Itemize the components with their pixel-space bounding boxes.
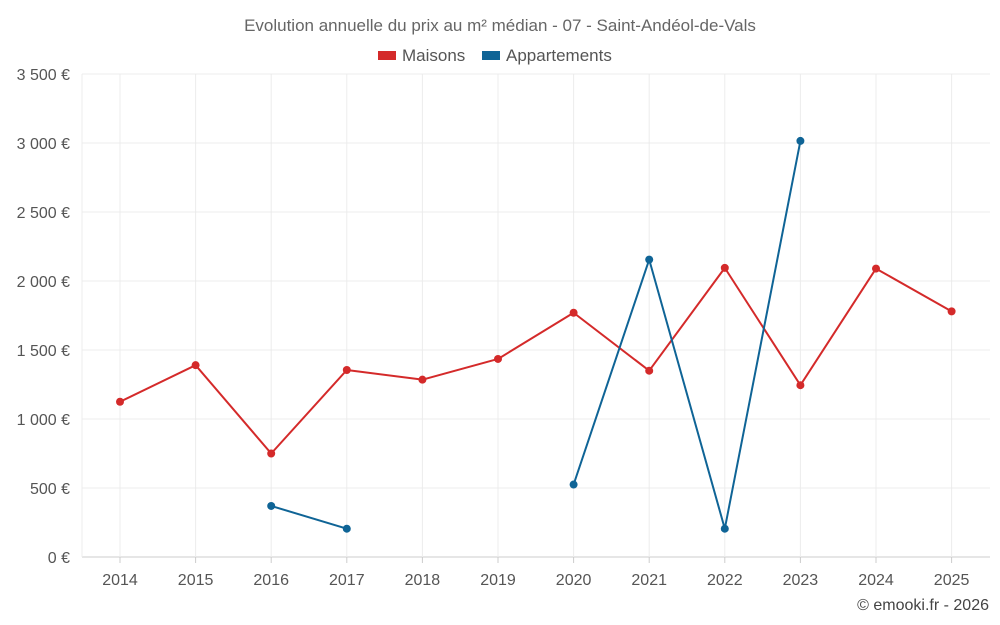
- data-point-maisons-2022: [720, 263, 729, 272]
- data-point-maisons-2016: [267, 449, 276, 458]
- x-tick-label: 2020: [556, 572, 592, 589]
- data-point-appartements-2021: [645, 255, 654, 264]
- data-point-maisons-2014: [116, 397, 124, 406]
- data-point-maisons-2017: [342, 366, 351, 375]
- legend-label-appartements: Appartements: [506, 46, 612, 65]
- y-tick-label: 1 500 €: [17, 343, 70, 360]
- grid: [81, 73, 990, 558]
- legend: Maisons Appartements: [378, 46, 612, 65]
- y-tick-label: 2 500 €: [17, 205, 70, 222]
- data-point-appartements-2016: [267, 501, 276, 510]
- series-line-appartements: [572, 140, 802, 530]
- series-line-maisons: [119, 266, 953, 455]
- chart-title: Evolution annuelle du prix au m² médian …: [244, 16, 756, 35]
- data-point-maisons-2018: [418, 375, 427, 384]
- y-tick-label: 0 €: [48, 550, 70, 567]
- y-tick-label: 1 000 €: [17, 412, 70, 429]
- y-tick-label: 3 000 €: [17, 136, 70, 153]
- data-point-maisons-2024: [872, 264, 880, 273]
- x-tick-label: 2014: [102, 572, 138, 589]
- x-tick-label: 2021: [631, 572, 667, 589]
- x-tick-label: 2022: [707, 572, 743, 589]
- data-point-maisons-2020: [569, 308, 578, 317]
- x-tick-label: 2023: [783, 572, 819, 589]
- x-tick-label: 2025: [934, 572, 970, 589]
- x-tick-label: 2019: [480, 572, 516, 589]
- credit-text: © emooki.fr - 2026: [857, 597, 989, 614]
- x-tick-label: 2018: [405, 572, 441, 589]
- data-point-maisons-2019: [494, 354, 502, 363]
- data-point-appartements-2020: [569, 480, 578, 489]
- x-axis: 2014 2015 2016 2017 2018 2019 2020 2021 2022 2023…: [102, 557, 969, 589]
- data-point-appartements-2023: [796, 136, 805, 145]
- legend-label-maisons: Maisons: [402, 46, 465, 65]
- data-point-appartements-2017: [342, 524, 351, 533]
- legend-swatch-appartements: [482, 51, 500, 60]
- data-point-maisons-2025: [947, 307, 956, 316]
- data-point-appartements-2022: [720, 524, 729, 533]
- data-point-maisons-2023: [796, 381, 805, 390]
- series-line-appartements: [270, 504, 348, 530]
- legend-swatch-maisons: [378, 51, 396, 60]
- y-tick-label: 2 000 €: [17, 274, 70, 291]
- x-tick-label: 2024: [858, 572, 894, 589]
- data-point-maisons-2021: [645, 366, 654, 375]
- y-axis: 0 € 500 € 1 000 € 1 500 € 2 000 € 2 500 € 3 00…: [17, 67, 70, 567]
- y-tick-label: 3 500 €: [17, 67, 70, 84]
- x-tick-label: 2017: [329, 572, 365, 589]
- series-layer: [116, 136, 956, 533]
- x-tick-label: 2015: [178, 572, 214, 589]
- x-tick-label: 2016: [253, 572, 289, 589]
- y-tick-label: 500 €: [30, 481, 70, 498]
- data-point-maisons-2015: [191, 361, 200, 370]
